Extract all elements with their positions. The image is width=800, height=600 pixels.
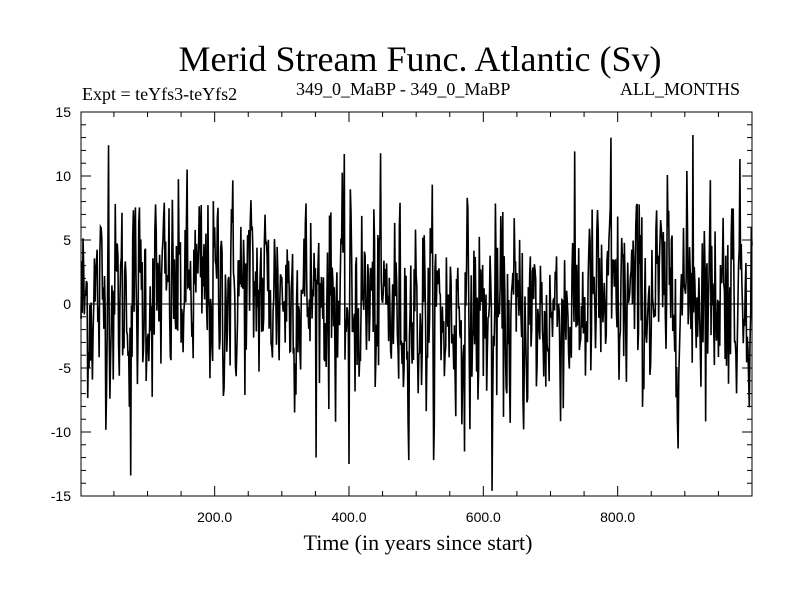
y-tick-label: 10 (55, 168, 71, 184)
period-label: 349_0_MaBP - 349_0_MaBP (296, 79, 511, 99)
y-tick-label: -15 (51, 488, 71, 504)
y-tick-label: -10 (51, 424, 71, 440)
y-tick-label: -5 (59, 360, 72, 376)
y-tick-label: 0 (63, 296, 71, 312)
experiment-label: Expt = teYfs3-teYfs2 (82, 84, 238, 104)
months-label: ALL_MONTHS (620, 79, 740, 99)
y-tick-label: 15 (55, 104, 71, 120)
chart-title: Merid Stream Func. Atlantic (Sv) (178, 39, 662, 79)
x-tick-label: 200.0 (197, 509, 232, 525)
x-tick-label: 400.0 (331, 509, 366, 525)
x-axis-label: Time (in years since start) (303, 530, 533, 555)
y-tick-label: 5 (63, 232, 71, 248)
x-tick-label: 800.0 (600, 509, 635, 525)
data-series-line (80, 135, 753, 491)
x-tick-label: 600.0 (466, 509, 501, 525)
